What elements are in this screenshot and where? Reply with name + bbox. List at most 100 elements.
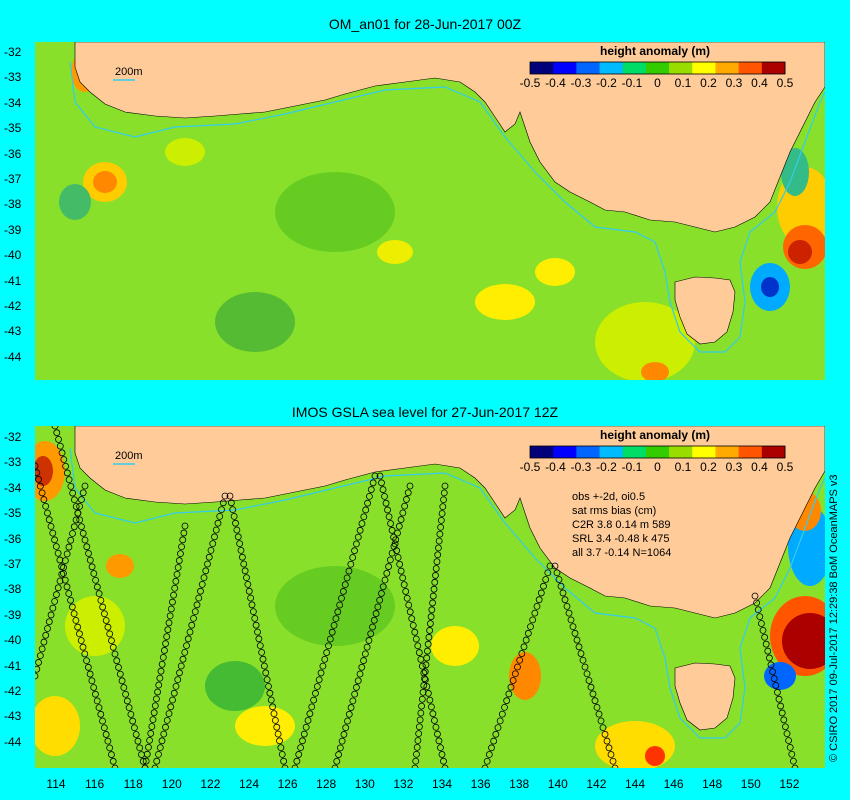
track-observation — [358, 663, 366, 671]
stats-box: obs +-2d, oi0.5 sat rms bias (cm) C2R 3.… — [572, 490, 671, 560]
track-observation — [153, 757, 161, 765]
legend-tick-label: 0.5 — [776, 460, 794, 474]
colorbar-segment — [669, 446, 693, 458]
legend-ticks: -0.5 -0.4 -0.3 -0.2 -0.1 0 0.1 0.2 0.3 0.4 0.5 — [520, 76, 794, 90]
track-observation — [74, 623, 82, 631]
track-observation — [193, 601, 201, 609]
track-observation — [411, 764, 419, 768]
track-observation — [430, 585, 438, 593]
track-observation — [52, 543, 60, 550]
track-observation — [420, 682, 428, 689]
track-observation — [102, 731, 110, 738]
y-tick-label: -43 — [4, 709, 22, 724]
legend-tick-label: -0.3 — [570, 76, 592, 90]
anomaly-field — [59, 52, 825, 380]
track-observation — [244, 580, 252, 588]
track-observation — [394, 554, 402, 561]
bottom-map-svg — [35, 426, 825, 768]
track-observation — [524, 629, 532, 637]
track-observation — [593, 703, 601, 711]
track-observation — [55, 436, 62, 443]
track-observation — [254, 628, 261, 636]
track-observation — [79, 529, 87, 537]
track-observation — [65, 543, 73, 551]
x-tick-label: 124 — [238, 777, 260, 791]
y-tick-label: -38 — [4, 582, 22, 597]
track-observation — [118, 677, 126, 685]
track-observation — [338, 737, 346, 745]
track-observation — [753, 599, 760, 607]
track-observation — [338, 594, 345, 602]
track-observation — [509, 677, 517, 684]
track-observation — [432, 723, 440, 731]
track-observation — [229, 506, 237, 513]
y-tick-label: -33 — [4, 70, 22, 85]
track-observation — [413, 743, 421, 751]
track-observation — [236, 540, 244, 547]
track-observation — [363, 643, 371, 651]
track-observation — [569, 623, 577, 631]
track-observation — [45, 618, 53, 626]
track-observation — [414, 737, 422, 744]
legend-tick-label: 0.1 — [674, 76, 692, 90]
track-observation — [108, 751, 115, 758]
track-observation — [423, 683, 431, 690]
colorbar-segment — [715, 62, 740, 74]
track-observation — [400, 581, 408, 589]
track-observation — [122, 690, 129, 698]
track-observation — [527, 623, 534, 631]
track-observation — [433, 558, 441, 566]
track-observation — [177, 662, 185, 670]
track-observation — [764, 647, 772, 655]
track-observation — [153, 695, 160, 703]
track-observation — [163, 716, 171, 724]
track-observation — [35, 469, 41, 477]
track-observation — [601, 730, 609, 738]
track-observation — [70, 610, 78, 618]
x-tick-label: 130 — [354, 777, 375, 791]
track-observation — [191, 608, 199, 616]
x-tick-label: 128 — [316, 777, 337, 791]
y-tick-label: -44 — [4, 349, 22, 364]
legend-tick-label: -0.2 — [596, 76, 617, 90]
track-observation — [376, 596, 384, 604]
track-observation — [77, 637, 85, 644]
top-map-svg — [35, 42, 825, 380]
track-observation — [483, 757, 491, 765]
track-observation — [169, 598, 176, 606]
track-observation — [241, 567, 249, 575]
track-observation — [88, 677, 96, 685]
track-observation — [315, 676, 323, 684]
track-observation — [45, 516, 53, 524]
track-observation — [585, 677, 593, 684]
stats-line: obs +-2d, oi0.5 — [572, 491, 646, 503]
track-observation — [481, 764, 489, 768]
stats-line: SRL 3.4 -0.48 k 475 — [572, 533, 670, 545]
track-observation — [200, 574, 208, 582]
track-observation — [384, 506, 391, 514]
track-observation — [155, 681, 163, 689]
track-observation — [399, 574, 407, 582]
satellite-tracks — [35, 426, 799, 768]
track-observation — [162, 723, 169, 731]
y-tick-label: -37 — [4, 172, 22, 186]
track-observation — [245, 587, 253, 595]
track-observation — [62, 462, 69, 470]
track-observation — [334, 608, 342, 616]
track-observation — [180, 529, 188, 537]
track-observation — [145, 743, 152, 751]
track-observation — [249, 608, 257, 616]
track-observation — [102, 617, 110, 624]
track-observation — [436, 530, 444, 538]
track-observation — [111, 650, 119, 658]
y-tick-label: -32 — [4, 430, 22, 444]
track-observation — [71, 496, 78, 504]
track-observation — [90, 684, 98, 691]
track-observation — [218, 506, 225, 513]
track-observation — [589, 690, 597, 698]
track-observation — [262, 669, 270, 677]
y-tick-label: -41 — [4, 273, 22, 288]
track-observation — [165, 619, 173, 627]
track-observation — [129, 717, 137, 725]
track-observation — [141, 764, 149, 768]
